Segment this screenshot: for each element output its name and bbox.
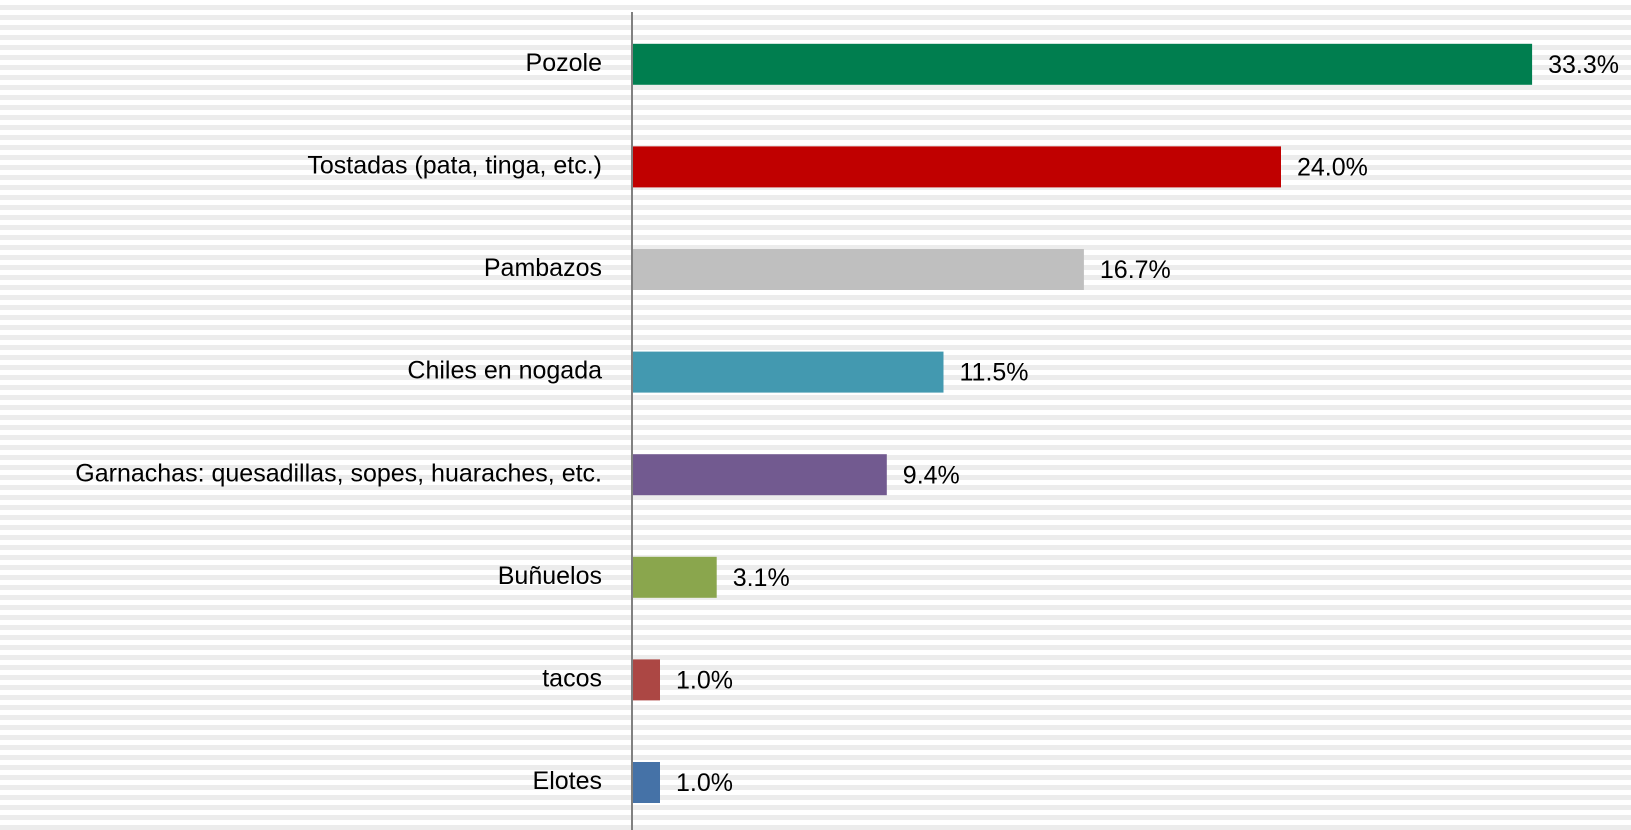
- value-label: 33.3%: [1548, 51, 1619, 79]
- category-label: Garnachas: quesadillas, sopes, huaraches…: [75, 459, 602, 487]
- value-label: 1.0%: [676, 667, 733, 695]
- category-label: Pambazos: [484, 254, 602, 282]
- bar: [633, 454, 887, 496]
- bar: [633, 762, 660, 803]
- category-label: Tostadas (pata, tinga, etc.): [307, 152, 602, 180]
- value-label: 9.4%: [903, 461, 960, 489]
- category-label: Elotes: [533, 767, 602, 795]
- category-label: tacos: [542, 665, 602, 693]
- bar: [633, 43, 1533, 85]
- category-label: Pozole: [526, 49, 602, 77]
- value-label: 24.0%: [1297, 154, 1368, 182]
- category-label: Buñuelos: [498, 562, 602, 590]
- bar: [633, 146, 1281, 188]
- bar: [633, 249, 1084, 290]
- bar: [633, 659, 660, 701]
- value-label: 11.5%: [960, 359, 1029, 387]
- category-label: Chiles en nogada: [407, 357, 602, 385]
- value-label: 16.7%: [1100, 256, 1171, 284]
- bar: [633, 556, 717, 598]
- value-label: 1.0%: [676, 769, 733, 797]
- bar: [633, 351, 944, 393]
- value-label: 3.1%: [733, 564, 790, 592]
